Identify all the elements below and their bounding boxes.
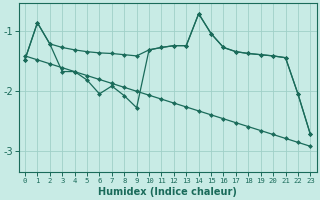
X-axis label: Humidex (Indice chaleur): Humidex (Indice chaleur) (98, 187, 237, 197)
